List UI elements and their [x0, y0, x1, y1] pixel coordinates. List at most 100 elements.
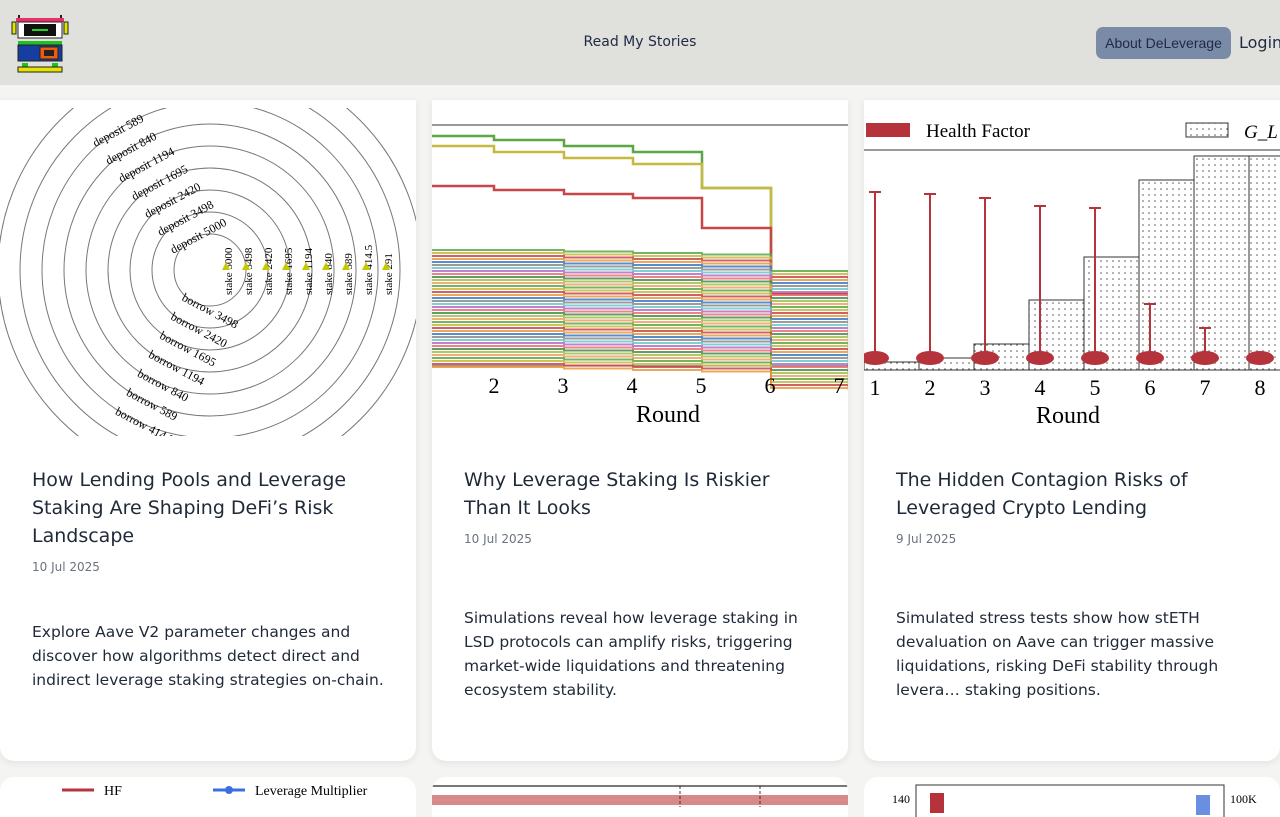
- x-tick-label: 2: [489, 373, 500, 398]
- x-tick-label: 7: [1200, 375, 1211, 400]
- legend-hf-label: Health Factor: [926, 121, 1031, 142]
- story-card[interactable]: [432, 777, 848, 817]
- hf-violin-body: [916, 351, 944, 365]
- read-stories-link[interactable]: Read My Stories: [583, 34, 697, 50]
- story-card[interactable]: HF Leverage Multiplier: [0, 777, 416, 817]
- series-line: [432, 252, 848, 276]
- svg-text:100K: 100K: [1230, 792, 1257, 806]
- ring: [107, 167, 313, 373]
- series-line: [432, 273, 848, 297]
- series-line: [432, 267, 848, 291]
- series-line: [432, 360, 848, 384]
- stake-label: stake 840: [323, 253, 335, 295]
- series-line: [432, 357, 848, 381]
- story-card[interactable]: 2 3 4 5 6 7 Round Why Leverage Staking Is Risk…: [432, 100, 848, 761]
- story-card[interactable]: deposit 5000 deposit 3498 deposit 2420 depo…: [0, 100, 416, 761]
- series-line: [432, 291, 848, 315]
- series-line: [432, 264, 848, 288]
- stake-marker: [282, 262, 290, 270]
- hf-violin-body: [1246, 351, 1274, 365]
- series-line: [432, 348, 848, 372]
- series-line: [432, 342, 848, 366]
- series-line: [432, 363, 848, 387]
- series-line: [432, 366, 848, 390]
- series-line: [432, 336, 848, 360]
- x-axis-label: Round: [636, 402, 700, 428]
- legend-swatch-hf: [866, 123, 910, 137]
- about-button[interactable]: About DeLeverage: [1096, 27, 1231, 59]
- ring: [19, 108, 401, 436]
- stake-label: stake 2420: [263, 247, 275, 295]
- stake-marker: [342, 262, 350, 270]
- stake-marker: [362, 262, 370, 270]
- x-tick-label: 1: [870, 375, 881, 400]
- series-line: [432, 303, 848, 327]
- series-line: [432, 306, 848, 330]
- login-link[interactable]: Login: [1239, 33, 1280, 52]
- stake-label: stake 291: [383, 253, 395, 295]
- series-line: [432, 144, 848, 296]
- series-line: [432, 318, 848, 342]
- stake-marker: [382, 262, 390, 270]
- x-tick-label: 8: [1255, 375, 1266, 400]
- card-title[interactable]: The Hidden Contagion Risks of Leveraged …: [896, 469, 1188, 519]
- stake-label: stake 5000: [223, 247, 235, 295]
- card-title[interactable]: Why Leverage Staking Is Riskier Than It …: [464, 469, 770, 519]
- series-line: [432, 249, 848, 273]
- series-line: [432, 300, 848, 324]
- series-line: [432, 184, 848, 296]
- robot-logo-icon[interactable]: [10, 13, 70, 73]
- hf-violin-body: [971, 351, 999, 365]
- series-line: [432, 309, 848, 333]
- series-line: [432, 330, 848, 354]
- x-tick-label: 4: [1035, 375, 1046, 400]
- chart-peek: [432, 785, 848, 807]
- x-tick-label: 3: [558, 373, 569, 398]
- series-line: [432, 315, 848, 339]
- x-tick-label: 3: [980, 375, 991, 400]
- gl-bar: [1138, 179, 1195, 371]
- x-tick-label: 6: [1145, 375, 1156, 400]
- bar-violin-figure: Health Factor G_L 1 2 3 4 5 6 7 8 Round: [864, 121, 1280, 429]
- series-line: [432, 297, 848, 321]
- x-tick-label: 5: [1090, 375, 1101, 400]
- hf-violin-body: [1081, 351, 1109, 365]
- gl-bar: [1193, 155, 1250, 371]
- stake-label: stake 589: [343, 253, 355, 295]
- stake-marker: [262, 262, 270, 270]
- series-line: [432, 294, 848, 318]
- series-line: [432, 258, 848, 282]
- series-line: [432, 276, 848, 300]
- x-tick-label: 4: [627, 373, 638, 398]
- x-tick-label: 2: [925, 375, 936, 400]
- series-line: [432, 279, 848, 303]
- svg-text:140: 140: [892, 792, 910, 806]
- series-line: [432, 261, 848, 285]
- stake-label: stake 1695: [283, 247, 295, 295]
- ring: [41, 108, 379, 436]
- card-description: Explore Aave V2 parameter changes and di…: [32, 623, 384, 689]
- legend-leverage: Leverage Multiplier: [255, 784, 368, 799]
- series-line: [432, 333, 848, 357]
- story-card[interactable]: 140 100K: [864, 777, 1280, 817]
- x-axis-label: Round: [1036, 403, 1100, 429]
- stake-label: stake 1194: [303, 248, 315, 295]
- stake-marker: [222, 262, 230, 270]
- x-tick-label: 7: [834, 373, 845, 398]
- ring: [63, 123, 357, 417]
- series-line: [432, 327, 848, 351]
- card-title[interactable]: How Lending Pools and Leverage Staking A…: [32, 469, 347, 547]
- hf-violin-body: [1191, 351, 1219, 365]
- hf-violin-body: [1136, 351, 1164, 365]
- series-line: [432, 354, 848, 378]
- series-line: [432, 270, 848, 294]
- stake-marker: [302, 262, 310, 270]
- legend-swatch-gl: [1185, 122, 1229, 138]
- card-description: Simulations reveal how leverage staking …: [464, 609, 798, 699]
- top-nav: Read My Stories About DeLeverage Login: [0, 0, 1280, 85]
- hf-violin-body: [864, 351, 889, 365]
- story-card[interactable]: Health Factor G_L 1 2 3 4 5 6 7 8 Round The Hidden…: [864, 100, 1280, 761]
- legend-hf: HF: [104, 784, 122, 799]
- ring: [85, 145, 335, 395]
- series-line: [432, 339, 848, 363]
